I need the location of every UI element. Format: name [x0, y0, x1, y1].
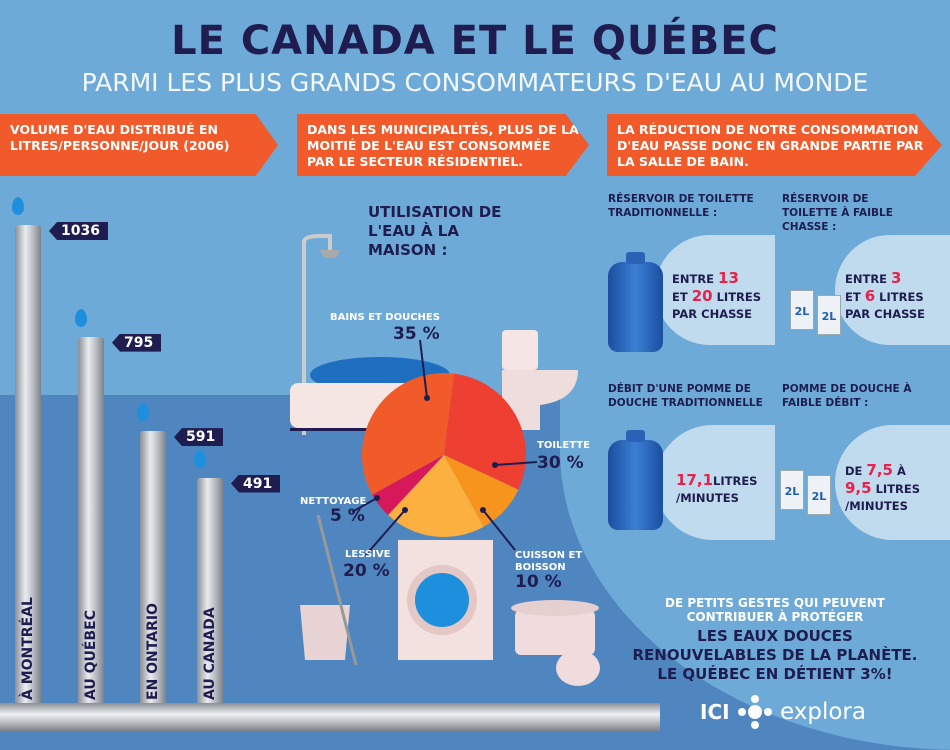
pie-leader-line [482, 509, 516, 551]
pie-leader-dot [424, 395, 430, 401]
pipe-value-tag: 491 [231, 474, 281, 493]
pipe-bar [140, 431, 166, 705]
heading-toilet-low: RÉSERVOIR DE TOILETTE À FAIBLE CHASSE : [782, 193, 893, 233]
carton-icon: 2L [790, 290, 814, 330]
heading-shower-low: POMME DE DOUCHE À FAIBLE DÉBIT : [782, 383, 912, 409]
pipe-bar [78, 336, 104, 705]
pie-leader-dot [480, 507, 486, 513]
pie-label-toilette: TOILETTE [537, 440, 590, 451]
shower-pipe [302, 240, 306, 435]
heading-toilet-trad: RÉSERVOIR DE TOILETTE TRADITIONNELLE : [608, 193, 754, 219]
carton-icon: 2L [817, 295, 841, 335]
water-drop-icon [75, 308, 87, 327]
pipe-bar [15, 225, 41, 705]
carton-icon: 2L [780, 470, 804, 510]
water-drop-icon [194, 449, 206, 468]
bubble [835, 235, 950, 345]
shower-low-text: DE 7,5 À 9,5 LITRES /MINUTES [845, 461, 921, 514]
water-jug-icon [608, 252, 663, 352]
logo-explora: explora [780, 699, 866, 725]
pie-value-lessive: 20 % [343, 561, 390, 581]
bucket [300, 605, 350, 660]
pie-slice [444, 455, 519, 527]
pie-label-bains: BAINS ET DOUCHES [330, 312, 440, 323]
water-drop-icon [137, 403, 149, 422]
mop [316, 514, 358, 666]
carton-icon: 2L [807, 475, 831, 515]
pie-title: UTILISATION DE L'EAU À LA MAISON : [368, 203, 502, 259]
pot [515, 610, 595, 655]
page-title: LE CANADA ET LE QUÉBEC [171, 18, 779, 64]
teapot [556, 650, 600, 686]
pie-leader-dot [374, 495, 380, 501]
pie-value-toilette: 30 % [537, 453, 584, 473]
pie-label-nettoyage: NETTOYAGE [300, 496, 367, 507]
pie-slice [372, 455, 444, 515]
toilet-low-text: ENTRE 3 ET 6 LITRES PAR CHASSE [845, 269, 926, 322]
pie-slice [388, 455, 484, 537]
page-subtitle: PARMI LES PLUS GRANDS CONSOMMATEURS D'EA… [81, 68, 869, 97]
pie-slice [444, 373, 526, 490]
pie-leader-line [351, 497, 378, 513]
banner-volume: VOLUME D'EAU DISTRIBUÉ EN LITRES/PERSONN… [0, 114, 278, 176]
bubble [655, 425, 775, 540]
pie-leader-line [494, 461, 538, 466]
pie-chart [351, 339, 538, 557]
pipe-value-tag: 591 [174, 428, 224, 447]
pie-value-bains: 35 % [393, 324, 440, 344]
shower-head-icon [320, 250, 340, 258]
pipe-bar [197, 477, 223, 705]
footer-message: LES EAUX DOUCES RENOUVELABLES DE LA PLANÈ… [632, 627, 918, 683]
pie-value-cuisson: 10 % [515, 572, 562, 592]
radio-canada-logo-icon [738, 695, 772, 729]
pipe-value-tag: 795 [112, 333, 162, 352]
banner-municipal: DANS LES MUNICIPALITÉS, PLUS DE LA MOITI… [297, 114, 589, 176]
banner-reduction: LA RÉDUCTION DE NOTRE CONSOMMATION D'EAU… [607, 114, 942, 176]
pie-leader-dot [402, 507, 408, 513]
pie-label-cuisson: CUISSON ET BOISSON [515, 550, 583, 573]
pie-label-lessive: LESSIVE [345, 549, 391, 560]
footer-intro: DE PETITS GESTES QUI PEUVENT CONTRIBUER À… [665, 596, 885, 624]
pie-leader-dot [492, 462, 498, 468]
pie-leader-line [364, 509, 406, 557]
bubble [655, 235, 775, 345]
water-jug-icon [608, 430, 663, 530]
pie-leader-line [419, 339, 428, 399]
horizontal-pipe [0, 703, 660, 731]
bubble [835, 425, 950, 540]
heading-shower-trad: DÉBIT D'UNE POMME DE DOUCHE TRADITIONNEL… [608, 383, 763, 409]
logo-ici: ICI [700, 700, 730, 724]
water-drop-icon [12, 197, 24, 215]
pie-slice [361, 373, 454, 495]
pie-value-nettoyage: 5 % [330, 506, 365, 526]
toilet [502, 330, 538, 370]
toilet-trad-text: ENTRE 13 ET 20 LITRES PAR CHASSE [672, 269, 762, 322]
pipe-value-tag: 1036 [49, 222, 108, 240]
shower-trad-text: 17,1LITRES /MINUTES [676, 471, 758, 506]
